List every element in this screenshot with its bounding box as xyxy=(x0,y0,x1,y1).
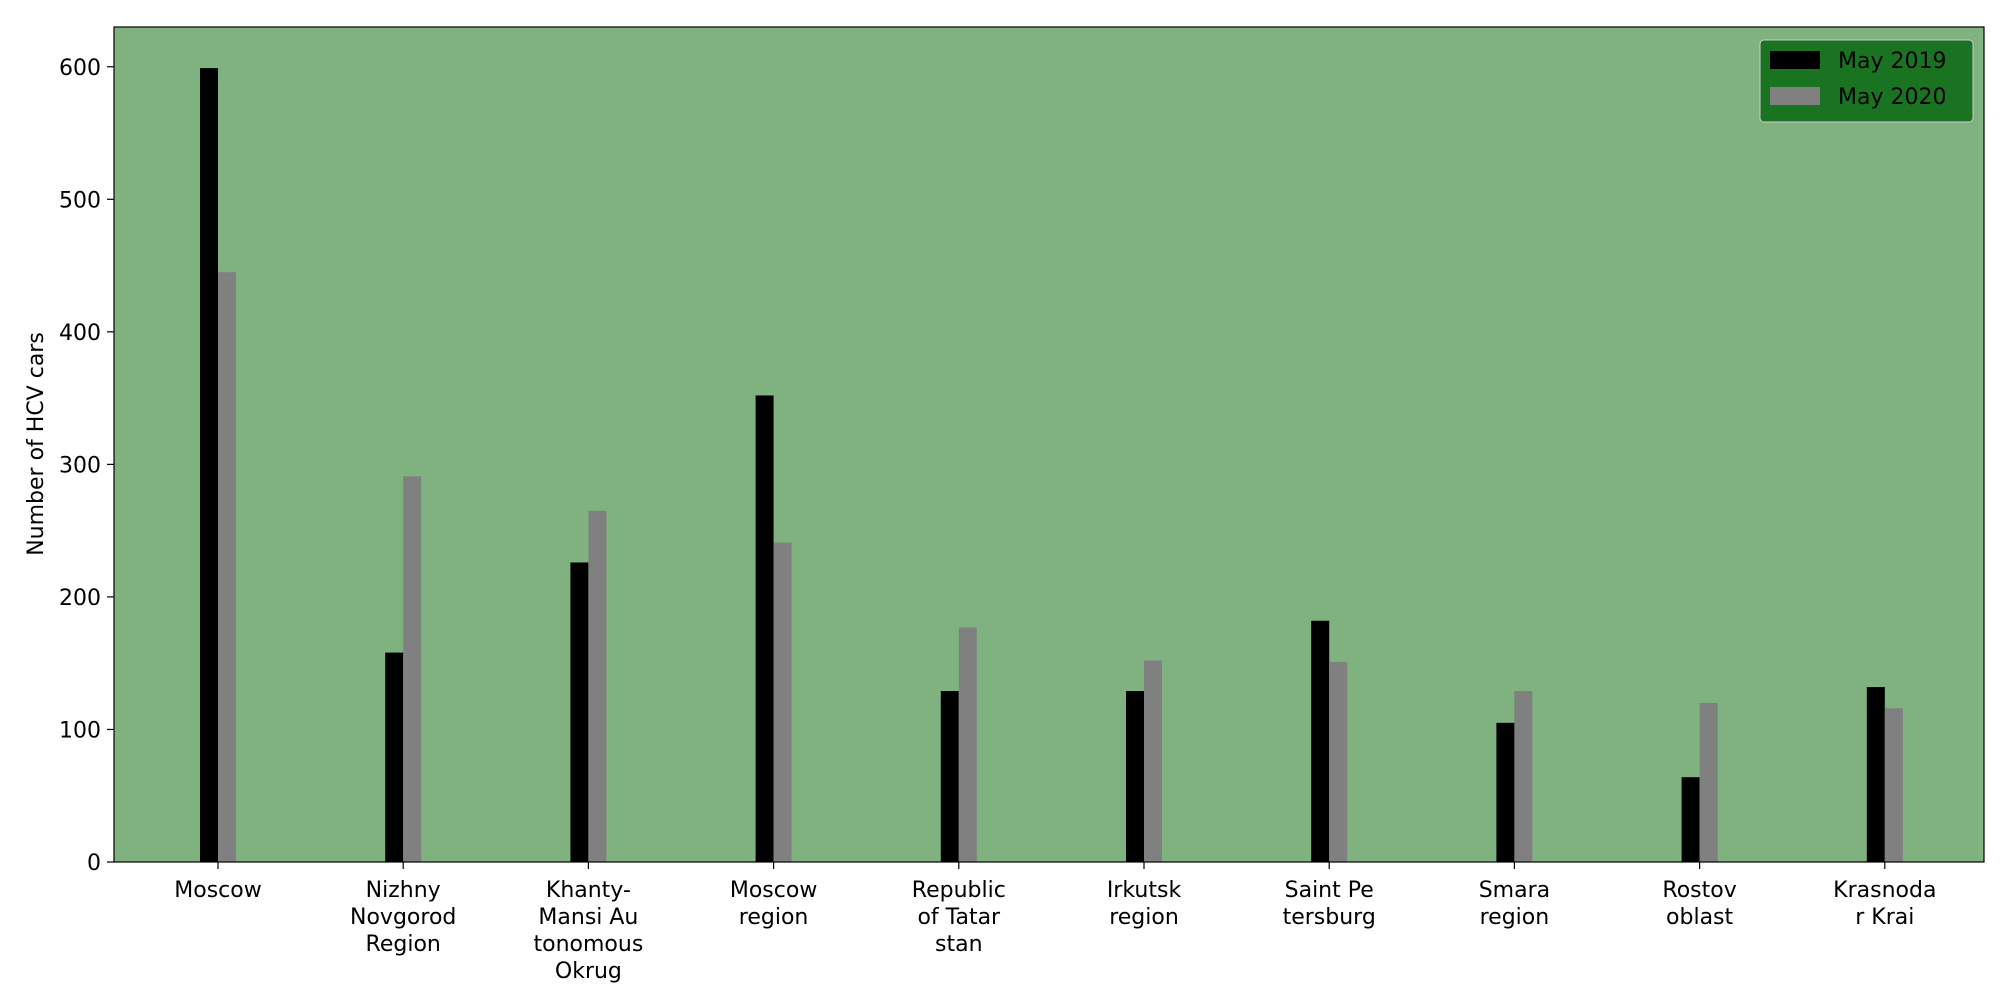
plot-area xyxy=(114,27,1984,862)
bar-1-6 xyxy=(1126,691,1144,862)
bar-1-2 xyxy=(385,652,404,862)
x-tick-label-3: Khanty-Mansi Au tonomous Okrug xyxy=(534,878,644,984)
y-tick-label-5: 400 xyxy=(59,321,101,346)
x-tick-label-9: Rostov oblast xyxy=(1662,878,1736,930)
y-tick-label-6: 500 xyxy=(59,188,101,213)
bar-2-3 xyxy=(588,510,607,862)
bar-1-7 xyxy=(1311,620,1330,862)
bar-2-6 xyxy=(1144,660,1162,862)
y-tick-label-7: 600 xyxy=(59,56,101,81)
x-tick-label-2: Nizhny Novgorod Region xyxy=(350,878,456,957)
bar-2-4 xyxy=(773,542,792,862)
legend-swatch-1 xyxy=(1770,51,1820,69)
bar-2-9 xyxy=(1699,702,1718,862)
bar-1-1 xyxy=(200,68,218,863)
bar-2-2 xyxy=(403,476,422,862)
bar-2-5 xyxy=(958,627,977,862)
x-tick-label-5: Republic of Tatar stan xyxy=(912,878,1006,957)
y-axis: 0 100 200 300 400 500 600 xyxy=(59,56,114,876)
legend-swatch-2 xyxy=(1770,87,1820,105)
bar-2-10 xyxy=(1884,708,1903,862)
bar-1-9 xyxy=(1681,777,1700,862)
x-tick-label-8: Smara region xyxy=(1479,878,1550,930)
y-tick-label-3: 200 xyxy=(59,586,101,611)
bar-1-10 xyxy=(1866,687,1885,862)
bar-2-7 xyxy=(1329,661,1348,862)
legend: May 2019 May 2020 xyxy=(1759,39,1974,123)
bars-group xyxy=(200,68,1903,863)
y-axis-label: Number of HCV cars xyxy=(24,332,49,556)
x-tick-label-6: Irkutsk region xyxy=(1107,878,1182,930)
bar-2-1 xyxy=(218,272,236,862)
x-tick-label-1: Moscow xyxy=(174,878,261,903)
bar-1-3 xyxy=(570,562,589,862)
bar-1-4 xyxy=(755,395,774,862)
y-tick-label-1: 0 xyxy=(87,851,101,876)
x-tick-label-7: Saint Pe tersburg xyxy=(1283,878,1376,930)
x-tick-label-4: Moscow region xyxy=(730,878,817,930)
bar-1-5 xyxy=(940,691,959,862)
y-tick-label-2: 100 xyxy=(59,718,101,743)
x-axis: Moscow Nizhny Novgorod Region Khanty-Mansi A… xyxy=(174,862,1936,984)
bar-1-8 xyxy=(1496,722,1515,862)
legend-label-2: May 2020 xyxy=(1838,85,1946,110)
x-tick-label-10: Krasnoda r Krai xyxy=(1833,878,1936,930)
plot-frame xyxy=(113,26,1985,863)
bar-2-8 xyxy=(1514,691,1533,862)
y-tick-label-4: 300 xyxy=(59,453,101,478)
legend-label-1: May 2019 xyxy=(1838,49,1946,74)
